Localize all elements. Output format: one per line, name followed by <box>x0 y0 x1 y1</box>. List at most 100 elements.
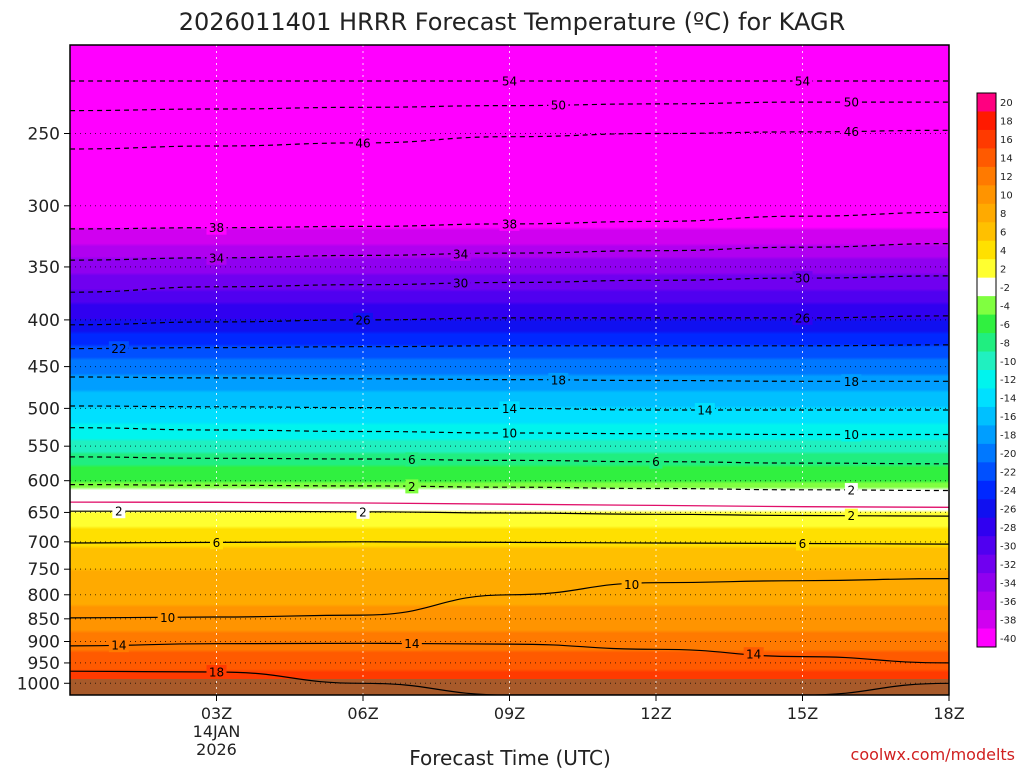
contour-label-bg <box>405 479 419 494</box>
y-tick-label: 650 <box>28 503 60 523</box>
contour-label-bg <box>206 220 227 235</box>
colorbar-swatch <box>977 610 996 630</box>
colorbar-label: 10 <box>1000 191 1013 202</box>
y-tick-label: 350 <box>28 258 60 278</box>
colorbar-label: -18 <box>1000 431 1016 442</box>
colorbar-label: 2 <box>1000 264 1006 275</box>
contour-label-bg <box>548 97 569 112</box>
y-tick-label: 450 <box>28 358 60 378</box>
contour-label: 50 <box>844 96 859 110</box>
contour-label: 30 <box>795 272 810 286</box>
contour-line <box>70 405 949 411</box>
contour-label: 18 <box>551 373 566 387</box>
colorbar-swatch <box>977 462 996 482</box>
grid-lines <box>70 45 949 695</box>
x-tick-label: 06Z <box>347 704 378 723</box>
contour-label-bg <box>499 401 520 416</box>
contour-label: 30 <box>453 277 468 291</box>
colorbar-label: -2 <box>1000 283 1010 294</box>
colorbar-label: 18 <box>1000 117 1013 128</box>
y-tick-label: 850 <box>28 610 60 630</box>
colorbar-swatch <box>977 406 996 426</box>
contour-label: 2 <box>848 509 856 523</box>
contour-label-bg <box>841 124 862 139</box>
contour-label-bg <box>206 250 227 265</box>
x-tick-sublabel: 2026 <box>196 740 237 759</box>
contour-label-bg <box>112 504 126 519</box>
contour-label-bg <box>792 73 813 88</box>
colorbar-label: -20 <box>1000 449 1016 460</box>
y-tick-label: 550 <box>28 437 60 457</box>
contour-label: 46 <box>844 125 859 139</box>
colorbar-swatch <box>977 480 996 500</box>
colorbar-label: 8 <box>1000 209 1006 220</box>
contour-label: 18 <box>209 666 224 680</box>
colorbar-swatch <box>977 425 996 445</box>
colorbar-label: -14 <box>1000 394 1016 405</box>
colorbar-label: -32 <box>1000 560 1016 571</box>
y-tick-label: 700 <box>28 533 60 553</box>
credit-text[interactable]: coolwx.com/modelts <box>851 745 1015 764</box>
contour-label-bg <box>210 535 223 550</box>
colorbar-swatch <box>977 148 996 168</box>
contour-label: 54 <box>502 74 517 88</box>
contour-line <box>70 376 949 382</box>
contour-label-bg <box>844 508 858 523</box>
colorbar-label: 6 <box>1000 228 1006 239</box>
contour-line <box>70 456 949 465</box>
colorbar-swatch <box>977 259 996 279</box>
x-tick-sublabel: 14JAN <box>193 722 241 741</box>
x-tick-label: 18Z <box>933 704 964 723</box>
contour-label: 10 <box>844 428 859 442</box>
chart-title: 2026011401 HRRR Forecast Temperature (ºC… <box>179 8 846 36</box>
contour-label: 2 <box>848 484 856 498</box>
colorbar-swatch <box>977 129 996 149</box>
contour-label-bg <box>499 425 520 440</box>
contour-label-bg <box>450 276 471 291</box>
contour-label: 2 <box>115 505 123 519</box>
contour-label: 38 <box>502 217 517 231</box>
contour-label-bg <box>621 577 642 592</box>
contour-label: 26 <box>795 311 810 325</box>
colorbar-label: -24 <box>1000 486 1016 497</box>
x-tick-label: 09Z <box>494 704 525 723</box>
contour-label: 50 <box>551 98 566 112</box>
y-tick-label: 800 <box>28 586 60 606</box>
contour-label-bg <box>157 610 178 625</box>
x-tick-label: 15Z <box>787 704 818 723</box>
colorbar-label: -10 <box>1000 357 1016 368</box>
contour-label-bg <box>796 536 809 551</box>
contour-label: 26 <box>355 313 370 327</box>
contour-label: 2 <box>408 480 416 494</box>
y-tick-label: 400 <box>28 311 60 331</box>
y-tick-label: 500 <box>28 399 60 419</box>
contour-line <box>70 344 949 350</box>
contour-label-bg <box>356 504 370 519</box>
contour-label: 14 <box>404 637 419 651</box>
contour-label: 6 <box>799 537 807 551</box>
contour-label-bg <box>792 271 813 286</box>
colorbar-label: -38 <box>1000 615 1016 626</box>
colorbar-swatch <box>977 499 996 519</box>
contour-label-bg <box>353 135 373 150</box>
colorbar-label: -26 <box>1000 505 1016 516</box>
colorbar-swatch <box>977 277 996 297</box>
colorbar-swatch <box>977 296 996 316</box>
contour-label: 6 <box>408 453 416 467</box>
colorbar-label: 20 <box>1000 98 1013 109</box>
colorbar-swatch <box>977 222 996 242</box>
colorbar-label: 16 <box>1000 135 1013 146</box>
colorbar-label: -6 <box>1000 320 1010 331</box>
contour-label: 6 <box>213 536 221 550</box>
colorbar-label: -36 <box>1000 597 1016 608</box>
colorbar-swatch <box>977 333 996 353</box>
contour-label: 34 <box>453 247 468 261</box>
x-axis-label: Forecast Time (UTC) <box>409 746 611 768</box>
contour-label-bg <box>450 246 471 261</box>
y-tick-label: 300 <box>28 197 60 217</box>
colorbar-swatch <box>977 93 996 112</box>
contour-label-bg <box>743 647 764 662</box>
